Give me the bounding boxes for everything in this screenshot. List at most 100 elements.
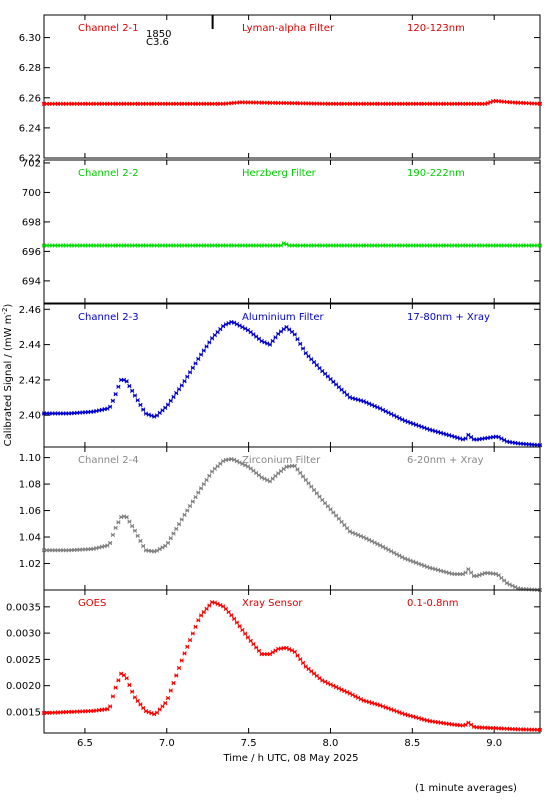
data-point bbox=[110, 532, 116, 538]
data-point bbox=[204, 344, 209, 349]
y-tick-label: 1.10 bbox=[19, 453, 41, 464]
y-tick-label: 2.44 bbox=[19, 340, 41, 351]
data-point bbox=[196, 490, 201, 495]
data-point bbox=[295, 337, 300, 342]
data-point bbox=[141, 407, 146, 412]
data-point bbox=[317, 494, 322, 499]
data-point bbox=[182, 379, 187, 384]
filter-label: Zirconium Filter bbox=[242, 455, 321, 466]
data-point bbox=[187, 637, 193, 643]
y-tick-label: 0.0025 bbox=[6, 655, 41, 666]
data-point bbox=[292, 649, 297, 655]
filter-label: Xray Sensor bbox=[242, 598, 303, 609]
channel-label: GOES bbox=[78, 598, 106, 609]
data-point bbox=[537, 101, 543, 106]
y-tick-label: 700 bbox=[22, 188, 41, 199]
y-tick-label: 0.0030 bbox=[6, 629, 41, 640]
data-point bbox=[185, 374, 190, 379]
y-tick-label: 694 bbox=[22, 276, 41, 287]
data-point bbox=[311, 487, 317, 493]
data-point bbox=[187, 370, 193, 375]
panel-frame bbox=[43, 589, 541, 734]
data-point bbox=[201, 609, 206, 615]
data-point bbox=[179, 517, 184, 522]
data-point bbox=[204, 477, 209, 483]
data-point bbox=[234, 620, 240, 625]
data-point bbox=[198, 352, 204, 357]
y-tick-label: 2.46 bbox=[19, 305, 41, 316]
y-tick-label: 6.24 bbox=[19, 123, 41, 134]
data-point bbox=[116, 520, 121, 525]
data-point bbox=[138, 538, 143, 544]
data-point bbox=[306, 481, 311, 486]
data-point bbox=[107, 540, 113, 546]
data-point bbox=[179, 658, 184, 663]
data-point bbox=[190, 365, 195, 370]
panel-frame bbox=[43, 446, 541, 591]
footnote: (1 minute averages) bbox=[415, 783, 517, 794]
data-point bbox=[243, 631, 248, 636]
filter-label: Aluminium Filter bbox=[242, 312, 325, 323]
data-point bbox=[198, 613, 204, 618]
band-label: 6-20nm + Xray bbox=[407, 455, 484, 466]
data-point bbox=[267, 342, 273, 347]
data-point bbox=[176, 665, 182, 671]
data-point bbox=[231, 616, 237, 621]
channel-label: Channel 2-2 bbox=[78, 168, 139, 179]
data-point bbox=[132, 695, 138, 700]
y-tick-label: 1.02 bbox=[19, 559, 41, 570]
data-point bbox=[127, 519, 132, 524]
data-point bbox=[256, 648, 262, 653]
data-point bbox=[273, 335, 278, 340]
x-tick-label: 7.5 bbox=[241, 738, 257, 749]
y-tick-label: 1.06 bbox=[19, 506, 41, 517]
data-point bbox=[135, 533, 140, 539]
y-tick-label: 0.0015 bbox=[6, 707, 41, 718]
y-tick-label: 6.26 bbox=[19, 93, 41, 104]
data-point bbox=[295, 467, 300, 472]
data-point bbox=[298, 341, 303, 347]
y-tick-label: 6.28 bbox=[19, 63, 41, 74]
data-point bbox=[207, 340, 212, 345]
data-point bbox=[179, 383, 184, 388]
data-point bbox=[110, 694, 116, 699]
data-point bbox=[292, 332, 297, 337]
data-point bbox=[270, 338, 275, 344]
panel-frame bbox=[43, 14, 541, 159]
data-point bbox=[196, 618, 201, 623]
data-point bbox=[190, 631, 195, 636]
panel-frame bbox=[43, 303, 541, 448]
band-label: 0.1-0.8nm bbox=[407, 598, 459, 609]
data-point bbox=[300, 660, 306, 666]
data-point bbox=[190, 499, 195, 504]
data-point bbox=[116, 384, 121, 389]
data-point bbox=[168, 536, 173, 541]
data-point bbox=[168, 398, 173, 403]
data-point bbox=[135, 698, 140, 704]
y-tick-label: 6.22 bbox=[19, 154, 41, 165]
data-point bbox=[107, 704, 113, 709]
data-point bbox=[254, 645, 259, 650]
event-time-label: 1850 bbox=[146, 29, 171, 40]
data-point bbox=[298, 470, 303, 476]
data-point bbox=[229, 613, 234, 618]
data-point bbox=[168, 688, 173, 693]
data-point bbox=[245, 635, 251, 640]
y-tick-label: 1.04 bbox=[19, 533, 41, 544]
data-point bbox=[251, 641, 256, 647]
data-point bbox=[182, 651, 187, 656]
data-point bbox=[171, 394, 176, 400]
data-point bbox=[138, 702, 143, 707]
data-point bbox=[240, 627, 245, 633]
event-class-label: C3.6 bbox=[146, 37, 169, 48]
data-point bbox=[198, 486, 204, 491]
data-point bbox=[207, 473, 212, 478]
data-point bbox=[113, 685, 118, 690]
data-point bbox=[132, 528, 138, 533]
x-axis-label: Time / h UTC, 08 May 2025 bbox=[222, 753, 358, 764]
data-point bbox=[185, 644, 190, 649]
data-point bbox=[130, 523, 135, 529]
data-point bbox=[237, 624, 242, 629]
data-point bbox=[309, 484, 314, 489]
